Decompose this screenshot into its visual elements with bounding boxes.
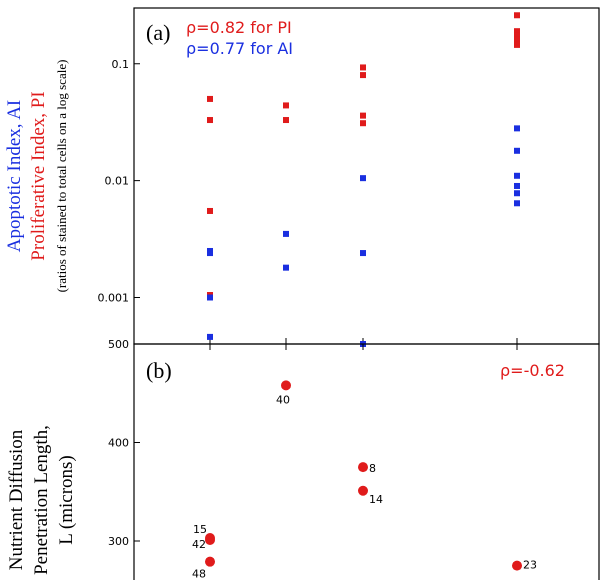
data-point-pi (283, 102, 289, 109)
y-tick-label: 300 (108, 535, 129, 548)
data-point-ai (360, 250, 366, 257)
data-point-pi (360, 72, 366, 79)
data-point-pi (207, 117, 213, 124)
data-point-ai (514, 172, 520, 179)
data-point-ai (283, 264, 289, 271)
panel-a-label: (a) (146, 20, 170, 45)
data-point-pi (514, 12, 520, 19)
ylabel-pi: Proliferative Index, PI (28, 91, 49, 260)
panel-b-frame (133, 343, 600, 580)
y-tick-label: 0.001 (98, 291, 130, 304)
data-label: 48 (192, 568, 206, 580)
data-label: 15 (193, 523, 207, 536)
data-point-ai (514, 200, 520, 207)
data-point-ai (360, 175, 366, 182)
ylabel-ai: Apoptotic Index, AI (4, 100, 25, 253)
data-label: 23 (523, 559, 537, 572)
y-tick-label: 400 (108, 437, 129, 450)
data-point-pi (514, 41, 520, 48)
data-point-ai (514, 190, 520, 197)
rho-pi-label: ρ=0.82 for PI (186, 18, 292, 37)
ylabel-b-line3: L (microns) (56, 455, 77, 545)
panel-b: 500 400 300 40 8 14 15 42 48 23 (b) ρ=-0.62 (108, 338, 600, 580)
data-point-pi (514, 28, 520, 35)
ylabel-b-line1: Nutrient Diffusion (6, 429, 27, 570)
y-tick-label: 500 (108, 338, 129, 351)
data-point-pi (207, 95, 213, 102)
data-point-ai (514, 147, 520, 154)
data-label: 40 (276, 393, 290, 406)
data-point-l (205, 556, 215, 567)
data-label: 8 (369, 462, 376, 475)
panel-b-ticks: 500 400 300 (108, 338, 518, 548)
panel-a: 0.1 0.01 0.001 (a) ρ=0.82 for PI ρ=0.77 fo… (98, 7, 600, 347)
data-point-l (358, 485, 368, 496)
data-point-l (205, 535, 215, 546)
data-point-pi (514, 36, 520, 43)
data-point-pi (360, 64, 366, 71)
ylabel-note: (ratios of stained to total cells on a l… (54, 60, 69, 293)
data-point-l (358, 462, 368, 473)
panel-b-ylabels: Nutrient Diffusion Penetration Length, L… (6, 425, 77, 575)
data-point-ai (514, 182, 520, 189)
data-point-l (512, 560, 522, 571)
data-point-pi (360, 112, 366, 119)
data-label: 14 (369, 493, 383, 506)
data-point-pi (514, 32, 520, 39)
data-point-ai (283, 230, 289, 237)
panel-a-frame (133, 7, 600, 345)
data-point-ai (514, 125, 520, 132)
data-point-ai (207, 333, 213, 340)
panel-a-points (207, 12, 520, 347)
panel-b-label: (b) (146, 358, 172, 383)
y-tick-label: 0.01 (105, 175, 130, 188)
data-point-l (281, 380, 291, 391)
data-point-pi (360, 120, 366, 127)
panel-a-ticks: 0.1 0.01 0.001 (98, 58, 518, 344)
data-label: 42 (192, 538, 206, 551)
rho-ai-label: ρ=0.77 for AI (186, 39, 293, 58)
ylabel-b-line2: Penetration Length, (31, 425, 52, 575)
data-point-pi (207, 207, 213, 214)
y-tick-label: 0.1 (112, 58, 130, 71)
data-point-pi (283, 117, 289, 124)
panel-b-points: 40 8 14 15 42 48 23 (192, 380, 537, 580)
data-point-ai (207, 294, 213, 301)
data-point-ai (207, 250, 213, 257)
panel-a-ylabels: Apoptotic Index, AI Proliferative Index,… (4, 60, 69, 293)
rho-b-label: ρ=-0.62 (500, 361, 565, 380)
